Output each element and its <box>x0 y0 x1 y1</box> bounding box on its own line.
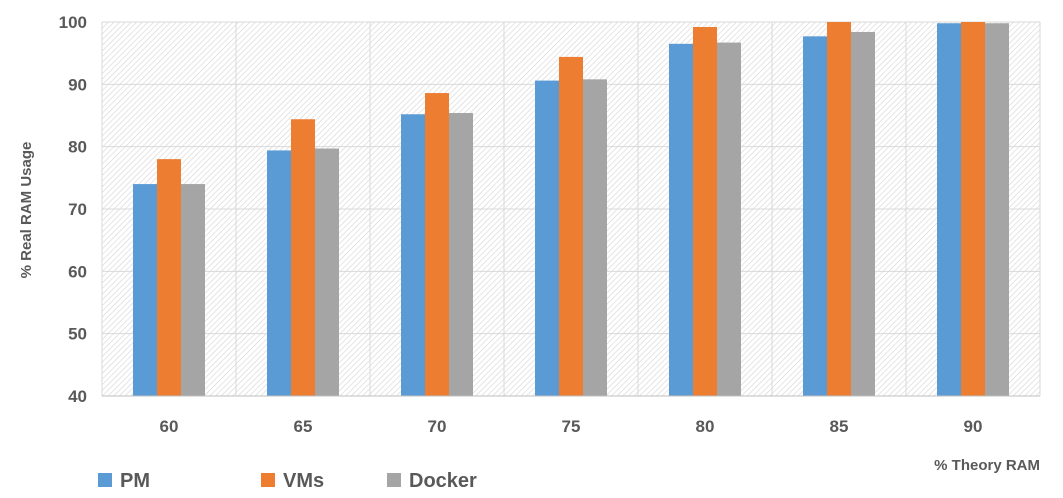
x-tick-label: 90 <box>964 417 983 436</box>
x-tick-label: 70 <box>428 417 447 436</box>
y-tick-label: 80 <box>68 138 87 157</box>
legend-swatch <box>98 473 112 487</box>
legend-item-vms: VMs <box>261 470 324 492</box>
x-tick-label: 75 <box>562 417 581 436</box>
bar-pm-90 <box>937 23 961 396</box>
legend-label: Docker <box>409 470 477 492</box>
bar-vms-90 <box>961 22 985 396</box>
bar-docker-90 <box>985 23 1009 396</box>
y-tick-label: 90 <box>68 75 87 94</box>
x-tick-labels: 60 65 70 75 80 85 90 <box>160 417 983 436</box>
y-axis-title: % Real RAM Usage <box>18 142 35 279</box>
y-tick-label: 70 <box>68 200 87 219</box>
bar-pm-80 <box>669 43 693 397</box>
bars <box>133 22 1009 397</box>
bar-pm-75 <box>535 80 559 397</box>
y-tick-label: 40 <box>68 387 87 406</box>
bar-docker-75 <box>583 79 607 396</box>
x-axis-title: % Theory RAM <box>934 457 1040 474</box>
legend-label: PM <box>120 470 150 492</box>
legend-swatch <box>387 473 401 487</box>
bar-vms-80 <box>693 26 717 397</box>
bar-docker-65 <box>315 148 339 396</box>
bar-docker-80 <box>717 42 741 396</box>
bar-pm-60 <box>133 184 157 396</box>
legend: PM VMs Docker <box>98 470 477 492</box>
bar-docker-70 <box>449 113 473 397</box>
x-tick-label: 65 <box>294 417 313 436</box>
bar-vms-70 <box>425 93 449 396</box>
bar-vms-60 <box>157 159 181 396</box>
x-tick-label: 60 <box>160 417 179 436</box>
bar-pm-65 <box>267 150 291 396</box>
bar-pm-70 <box>401 114 425 397</box>
y-tick-label: 50 <box>68 325 87 344</box>
bar-vms-65 <box>291 119 315 397</box>
legend-item-docker: Docker <box>387 470 477 492</box>
bar-vms-75 <box>559 56 583 396</box>
bar-vms-85 <box>827 22 851 396</box>
legend-swatch <box>261 473 275 487</box>
bar-pm-85 <box>803 36 827 396</box>
x-tick-label: 85 <box>830 417 849 436</box>
legend-label: VMs <box>283 470 324 492</box>
bar-docker-85 <box>851 31 875 397</box>
y-tick-label: 100 <box>59 13 87 32</box>
y-tick-label: 60 <box>68 262 87 281</box>
x-tick-label: 80 <box>696 417 715 436</box>
bar-docker-60 <box>181 184 205 396</box>
legend-item-pm: PM <box>98 470 150 492</box>
y-tick-labels: 40 50 60 70 80 90 100 <box>59 13 87 406</box>
